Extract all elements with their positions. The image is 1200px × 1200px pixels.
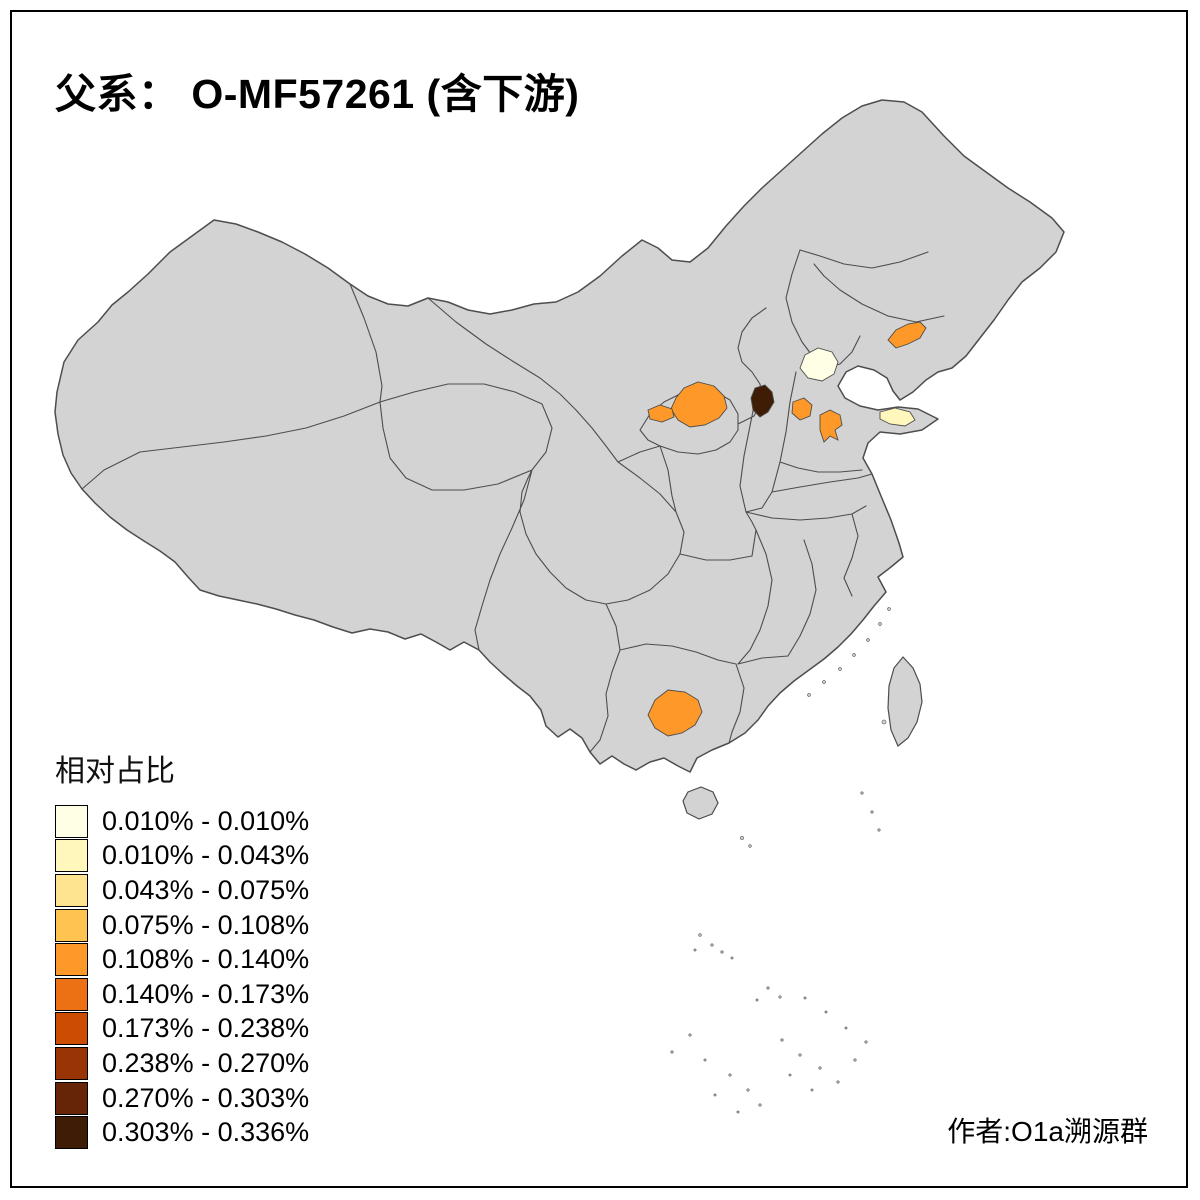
hainan-island xyxy=(682,786,719,820)
legend-item: 0.010% - 0.010% xyxy=(55,804,309,839)
legend-item: 0.238% - 0.270% xyxy=(55,1046,309,1081)
legend-item: 0.075% - 0.108% xyxy=(55,908,309,943)
legend-swatch xyxy=(55,873,88,907)
legend-swatch xyxy=(55,943,88,977)
china-mainland-outline xyxy=(54,99,1065,773)
legend-label: 0.108% - 0.140% xyxy=(102,944,310,975)
legend-item: 0.043% - 0.075% xyxy=(55,873,309,908)
legend-label: 0.270% - 0.303% xyxy=(102,1082,310,1113)
region-shandong-west xyxy=(791,397,813,421)
region-northeast-of-beijing-pale xyxy=(799,347,839,382)
legend-swatch xyxy=(55,804,88,838)
taiwan-island xyxy=(887,656,923,747)
legend: 相对占比 0.010% - 0.010% 0.010% - 0.043% 0.0… xyxy=(55,746,309,1150)
legend-item: 0.140% - 0.173% xyxy=(55,977,309,1012)
region-west-of-hetao xyxy=(647,404,675,423)
legend-swatch xyxy=(55,1012,88,1046)
legend-swatch xyxy=(55,839,88,873)
legend-item: 0.173% - 0.238% xyxy=(55,1012,309,1047)
region-southeast-yunnan xyxy=(647,689,703,737)
legend-label: 0.010% - 0.010% xyxy=(102,805,310,836)
legend-label: 0.238% - 0.270% xyxy=(102,1047,310,1078)
legend-item: 0.303% - 0.336% xyxy=(55,1115,309,1150)
legend-swatch xyxy=(55,1046,88,1080)
legend-swatch xyxy=(55,908,88,942)
legend-swatch xyxy=(55,1081,88,1115)
legend-label: 0.140% - 0.173% xyxy=(102,978,310,1009)
legend-item: 0.108% - 0.140% xyxy=(55,942,309,977)
region-hetao-inner-mongolia xyxy=(670,381,728,428)
author-credit: 作者:O1a溯源群 xyxy=(947,1116,1148,1147)
region-shandong-central xyxy=(819,409,843,443)
legend-label: 0.173% - 0.238% xyxy=(102,1013,310,1044)
legend-swatch xyxy=(55,977,88,1011)
legend-label: 0.010% - 0.043% xyxy=(102,840,310,871)
legend-item: 0.010% - 0.043% xyxy=(55,839,309,874)
legend-label: 0.303% - 0.336% xyxy=(102,1117,310,1148)
page-title: 父系： O-MF57261 (含下游) xyxy=(55,71,580,117)
legend-title: 相对占比 xyxy=(55,755,175,788)
legend-label: 0.043% - 0.075% xyxy=(102,874,310,905)
region-beijing-area-dark xyxy=(750,384,775,418)
province-borders xyxy=(81,249,945,753)
region-liaoning xyxy=(887,321,927,349)
small-islands xyxy=(670,607,891,1114)
legend-item: 0.270% - 0.303% xyxy=(55,1081,309,1116)
legend-label: 0.075% - 0.108% xyxy=(102,909,310,940)
region-shandong-peninsula xyxy=(879,407,916,427)
legend-swatch xyxy=(55,1116,88,1150)
